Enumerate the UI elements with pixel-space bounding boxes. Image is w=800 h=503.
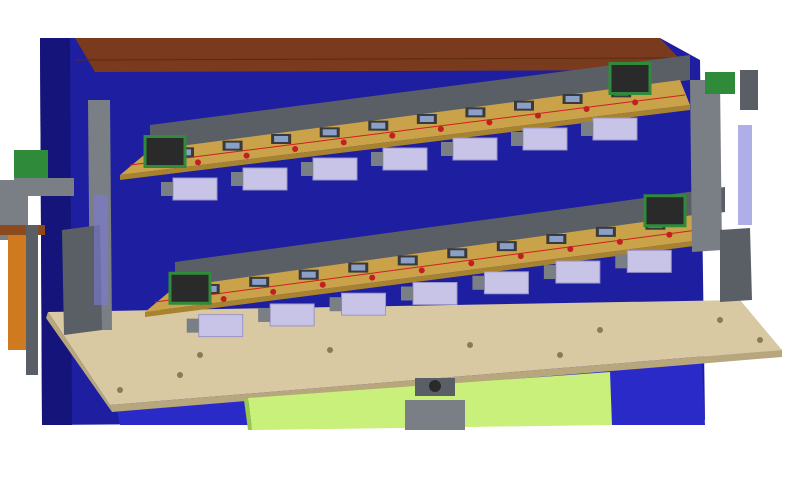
pocket-window (468, 109, 483, 116)
pocket-window (499, 243, 514, 250)
pin (270, 288, 277, 295)
base-hole (557, 352, 563, 358)
front-fan (301, 162, 313, 176)
front-block (242, 167, 288, 191)
top-plate (75, 38, 690, 72)
front-block (198, 314, 244, 338)
pin (389, 132, 396, 139)
pocket-window (549, 236, 564, 242)
front-block (312, 157, 358, 181)
module-right (643, 194, 687, 228)
front-block (592, 117, 638, 141)
tan-board (145, 212, 725, 312)
front-fan (371, 152, 383, 166)
tan-board (120, 80, 690, 175)
front-fan (231, 172, 243, 186)
front-block (172, 177, 218, 201)
pocket-window (517, 102, 531, 109)
front-fan (472, 275, 485, 290)
base-hole (757, 337, 763, 343)
pocket-window (565, 96, 580, 102)
pin (666, 231, 673, 238)
module-left (168, 271, 212, 305)
base-hole (177, 372, 183, 378)
front-fan (258, 307, 271, 322)
pocket-window (419, 116, 434, 122)
front-block (555, 260, 601, 284)
left-upright (14, 100, 112, 335)
wire (129, 94, 686, 166)
pocket-window (371, 122, 386, 129)
front-block (341, 292, 387, 316)
base-hole (197, 352, 203, 358)
module-right (608, 62, 652, 95)
front-block (483, 271, 529, 295)
pin (517, 253, 524, 260)
front-block (269, 303, 315, 327)
pin (418, 267, 425, 274)
pin (486, 119, 493, 126)
front-fan (543, 265, 556, 280)
front-fan (161, 182, 173, 196)
pin (468, 260, 475, 267)
front-block (412, 282, 458, 305)
pin (319, 281, 326, 288)
front-block (382, 147, 428, 171)
pocket-window (274, 136, 289, 142)
base-plate-holes (67, 317, 763, 393)
pin (535, 112, 541, 119)
front-block (452, 137, 498, 161)
upper-fixture-unit (120, 55, 690, 201)
pocket-window (322, 129, 337, 136)
front-fan (441, 142, 453, 156)
pin (583, 106, 590, 112)
pocket-window (400, 257, 415, 264)
back-rail (150, 55, 690, 150)
pin (437, 126, 444, 132)
left-side-rail (0, 180, 45, 375)
pin (616, 238, 623, 245)
pocket-window (301, 271, 316, 278)
pocket-window (252, 278, 267, 285)
lower-fixture-unit (145, 187, 725, 338)
pin (292, 146, 299, 152)
front-fan (581, 122, 593, 136)
pocket-window (598, 228, 613, 235)
front-fan (401, 286, 413, 301)
tan-board-edge (145, 237, 725, 317)
front-fan (615, 254, 628, 269)
front-fan (329, 297, 342, 312)
pin (632, 99, 639, 106)
base-hole (467, 342, 473, 348)
wire (154, 226, 721, 303)
pin (220, 296, 227, 302)
right-upright (690, 70, 758, 302)
pin (340, 139, 347, 146)
front-fan (511, 132, 523, 146)
base-hole (717, 317, 723, 323)
base-hole (117, 387, 123, 393)
back-rail (175, 187, 725, 287)
front-fan (186, 318, 199, 333)
pin (567, 246, 574, 252)
lower-platform (244, 372, 612, 430)
module-left (143, 135, 187, 168)
pin (369, 274, 376, 281)
pocket-window (351, 264, 366, 271)
pocket-window (450, 250, 465, 257)
pin (195, 159, 201, 166)
pocket-window (225, 142, 240, 149)
base-hole (597, 327, 603, 333)
base-hole (327, 347, 333, 353)
tan-board-edge (120, 105, 690, 180)
front-block (626, 249, 672, 273)
pin (243, 152, 250, 159)
front-block (522, 127, 568, 151)
